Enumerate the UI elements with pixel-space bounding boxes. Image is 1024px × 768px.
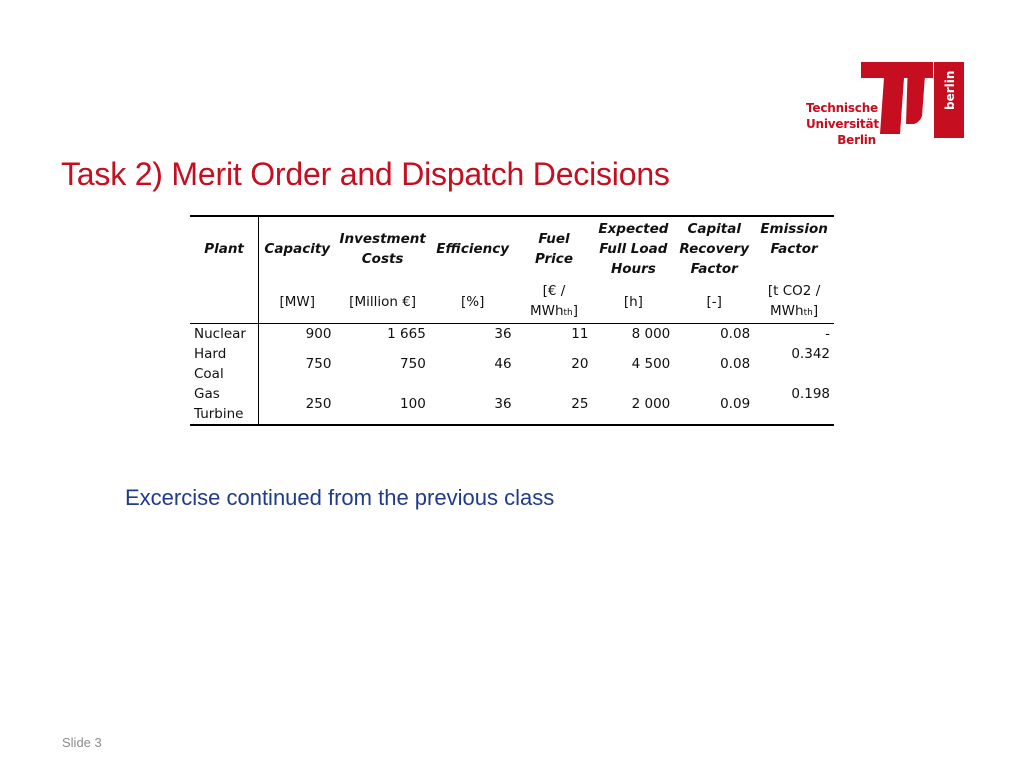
header-fuel: Fuel Price [515,215,593,281]
row-fuel: 20 [571,356,589,372]
logo-vertical-text: berlin [943,71,957,110]
unit-capacity: [MW] [279,294,316,310]
header-efficiency: Efficiency [429,215,516,281]
unit-efficiency: [%] [460,294,485,310]
logo-wordmark: Technische Universität Berlin [806,100,879,148]
unit-emission-line-2: MWhth] [758,301,830,323]
row-efficiency: 36 [429,323,516,344]
row-investment: 100 [335,384,430,426]
slide-number: Slide 3 [62,735,102,750]
row-crf: 0.08 [674,323,755,344]
row-flh: 8 000 [592,323,675,344]
tu-berlin-logo: berlin [861,62,964,138]
logo-u-shape [906,62,926,124]
logo-t-stem [880,78,904,134]
row-plant: Gas Turbine [190,384,260,426]
header-capacity: Capacity [258,215,336,281]
header-flh-line-1: Expected [598,221,669,237]
row-plant: Nuclear [190,323,260,344]
logo-line-3: Berlin [837,133,876,147]
row-fuel: 25 [515,384,593,426]
header-flh: Expected Full Load Hours [592,215,675,281]
header-plant: Plant [190,215,260,281]
row-crf: 0.09 [674,384,755,426]
header-plant-label: Plant [204,241,244,257]
row-capacity: 900 [258,323,336,344]
unit-emission-mwh: MWh [770,303,804,319]
header-investment-line-1: Investment [339,231,426,247]
unit-emission-line-1: [t CO2 / [767,283,821,299]
unit-emission: [t CO2 / MWhth] [754,281,834,324]
unit-fuel-line-1: [€ / [542,283,566,299]
header-crf-line-1: Capital [687,221,741,237]
header-fuel-line-2: Price [535,251,573,267]
unit-fuel-mwh: MWh [529,303,564,319]
plant-parameters-table: Plant Capacity Investment Costs Efficien… [190,215,834,426]
header-crf-line-2: Recovery [679,241,749,257]
logo-vertical-bar [934,62,964,138]
units-plant-empty [190,281,260,324]
table-row: Gas Turbine 250 100 36 25 2 000 0.09 0.1… [190,384,834,426]
row-emission: 0.342 [791,346,830,362]
header-fuel-line-1: Fuel [538,231,570,247]
row-capacity: 750 [305,356,332,372]
logo-line-2: Universität [806,117,879,131]
header-capacity-label: Capacity [264,241,331,257]
logo-line-1: Technische [806,101,878,115]
header-flh-line-3: Hours [610,261,656,277]
header-flh-line-2: Full Load [599,241,668,257]
row-emission: 0.198 [754,384,834,426]
unit-flh: [h] [623,294,643,310]
row-investment: 1 665 [335,323,430,344]
unit-emission-sub: th [803,308,813,318]
row-investment: 750 [400,356,426,372]
row-crf: 0.08 [720,356,751,372]
unit-fuel-sub: th [563,308,573,318]
table-header-row: Plant Capacity Investment Costs Efficien… [190,215,834,281]
unit-fuel-close: ] [572,303,579,319]
row-efficiency: 36 [429,384,516,426]
row-flh: 4 500 [631,356,671,372]
row-efficiency: 46 [494,356,512,372]
table-units-row: [MW] [Million €] [%] [€ / MWhth] [h] [-]… [190,281,834,324]
row-plant-line-1: Gas [194,386,220,402]
unit-fuel: [€ / MWhth] [516,281,593,324]
row-plant-line-2: Coal [194,366,224,382]
table-row: Nuclear 900 1 665 36 11 8 000 0.08 - [190,323,834,344]
table-row: Hard Coal 750 750 46 20 4 500 0.08 0.342 [190,344,834,384]
header-crf-line-3: Factor [690,261,738,277]
header-investment-line-2: Costs [361,251,404,267]
header-emission-line-2: Factor [770,241,818,257]
row-emission: - [754,323,834,344]
unit-emission-close: ] [812,303,819,319]
row-flh: 2 000 [592,384,675,426]
slide-title: Task 2) Merit Order and Dispatch Decisio… [61,156,670,192]
unit-fuel-line-2: MWhth] [520,301,589,323]
header-crf: Capital Recovery Factor [674,215,755,281]
row-capacity: 250 [258,384,336,426]
header-emission-line-1: Emission [760,221,828,237]
unit-crf: [-] [706,294,722,310]
row-fuel: 11 [515,323,593,344]
header-investment: Investment Costs [335,215,430,281]
exercise-note: Excercise continued from the previous cl… [125,485,555,510]
unit-investment: [Million €] [349,294,417,310]
row-plant: Hard Coal [190,344,260,384]
header-emission: Emission Factor [754,215,834,281]
row-plant-line-1: Hard [194,346,227,362]
row-plant-line-2: Turbine [194,406,244,422]
header-efficiency-label: Efficiency [436,241,510,257]
